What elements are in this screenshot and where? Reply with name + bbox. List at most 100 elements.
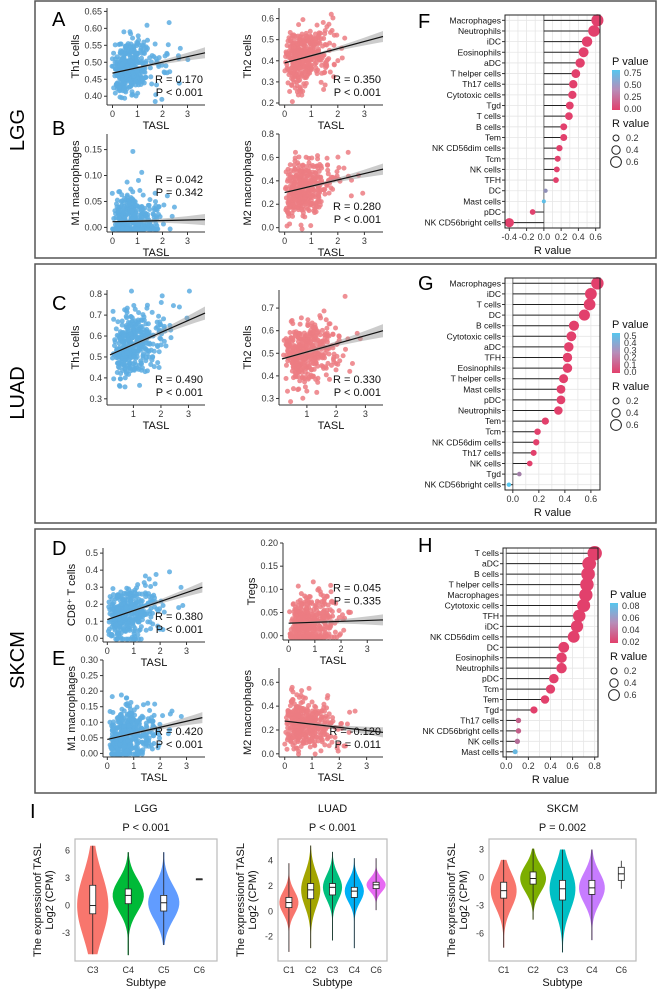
- lollipop-dot: [569, 80, 578, 89]
- p-statistic: P = 0.342: [156, 187, 203, 199]
- r-statistic: R = 0.420: [155, 726, 203, 738]
- scatter-point: [118, 692, 124, 698]
- scatter-point: [134, 745, 140, 751]
- scatter-point: [112, 343, 118, 349]
- lollipop-dot: [545, 684, 556, 694]
- cell-type-label: Tem: [485, 132, 501, 142]
- scatter-point: [109, 746, 115, 752]
- scatter-point: [134, 719, 140, 725]
- cell-type-label: TFH: [484, 353, 501, 363]
- scatter-point: [125, 738, 131, 744]
- scatter-point: [309, 601, 315, 607]
- x-axis-label: TASL: [141, 772, 168, 784]
- scatter-point: [162, 53, 168, 59]
- scatter-point: [295, 387, 301, 393]
- scatter-point: [300, 203, 306, 209]
- scatter-point: [315, 329, 321, 335]
- scatter-point: [310, 634, 316, 640]
- x-tick-label: 3: [362, 109, 367, 119]
- scatter-point: [308, 367, 314, 373]
- scatter-point: [138, 733, 144, 739]
- scatter-point: [140, 42, 146, 48]
- scatter-point: [118, 41, 124, 47]
- scatter-point: [302, 593, 308, 599]
- x-tick-label: C6: [193, 965, 205, 975]
- scatter-point: [309, 155, 315, 161]
- r-statistic: R = 0.170: [155, 74, 203, 86]
- scatter-point: [301, 189, 307, 195]
- scatter-point: [310, 179, 316, 185]
- scatter-point: [137, 362, 143, 368]
- box: [329, 883, 336, 896]
- scatter-point: [118, 601, 124, 607]
- scatter-point: [140, 76, 146, 82]
- scatter-point: [298, 173, 304, 179]
- scatter-point: [281, 352, 287, 358]
- scatter-point: [334, 32, 340, 38]
- r-legend-tick: 0.2: [626, 396, 639, 406]
- scatter-point: [110, 710, 116, 716]
- scatter-point: [106, 619, 112, 625]
- scatter-point: [313, 65, 319, 71]
- r-statistic: R = 0.330: [333, 374, 381, 386]
- scatter-point: [327, 625, 333, 631]
- scatter-point: [315, 379, 321, 385]
- scatter-point: [149, 81, 155, 87]
- scatter-point: [317, 161, 323, 167]
- p-statistic: P < 0.001: [334, 214, 381, 226]
- p-value-colorbar: [610, 603, 618, 643]
- scatter-point: [138, 367, 144, 373]
- y-tick-label: 0.1: [85, 616, 98, 626]
- scatter-point: [160, 603, 166, 609]
- scatter-point: [294, 607, 300, 613]
- x-tick-label: C6: [370, 965, 382, 975]
- scatter-point: [297, 331, 303, 337]
- p-value-colorbar: [612, 70, 620, 110]
- x-axis-label: TASL: [318, 120, 345, 132]
- scatter-point: [144, 305, 150, 311]
- scatter-point: [118, 199, 124, 205]
- x-tick-label: C5: [158, 965, 170, 975]
- scatter-point: [316, 599, 322, 605]
- scatter-point: [315, 587, 321, 593]
- cell-type-label: aDC: [482, 559, 499, 569]
- scatter-point: [130, 189, 136, 195]
- scatter-point: [135, 222, 141, 228]
- scatter-point: [124, 179, 130, 185]
- scatter-point: [316, 188, 322, 194]
- scatter-point: [292, 612, 298, 618]
- scatter-point: [115, 226, 121, 232]
- scatter-point: [299, 688, 305, 694]
- cell-type-label: Tgd: [486, 101, 501, 111]
- y-tick-label: 0.15: [84, 145, 102, 155]
- scatter-point: [134, 58, 140, 64]
- scatter-point: [141, 580, 147, 586]
- scatter-point: [121, 209, 127, 215]
- scatter-point: [111, 376, 117, 382]
- scatter-point: [328, 11, 334, 17]
- scatter-point: [287, 330, 293, 336]
- scatter-point: [286, 196, 292, 202]
- scatter-point: [360, 190, 366, 196]
- scatter-point: [134, 725, 140, 731]
- scatter-point: [311, 627, 317, 633]
- scatter-point: [124, 325, 130, 331]
- y-tick-label: 0.5: [89, 352, 102, 362]
- cell-type-label: Cytotoxic cells: [447, 331, 501, 341]
- scatter-point: [129, 315, 135, 321]
- scatter-point: [111, 226, 117, 232]
- x-tick-label: 0: [286, 644, 291, 654]
- y-tick-label: 0.4: [261, 701, 274, 711]
- scatter-point: [129, 208, 135, 214]
- panel-label: F: [418, 11, 430, 33]
- x-axis-label: TASL: [143, 420, 170, 432]
- lollipop-dot: [530, 449, 537, 456]
- y-tick-label: -2: [265, 932, 273, 942]
- regression-line: [281, 330, 384, 360]
- cell-type-label: NK cells: [470, 459, 501, 469]
- scatter-point: [117, 84, 123, 90]
- scatter-point: [115, 715, 121, 721]
- p-value-label: P = 0.002: [539, 822, 586, 834]
- p-value-label: P < 0.001: [309, 822, 356, 834]
- scatter-point: [315, 197, 321, 203]
